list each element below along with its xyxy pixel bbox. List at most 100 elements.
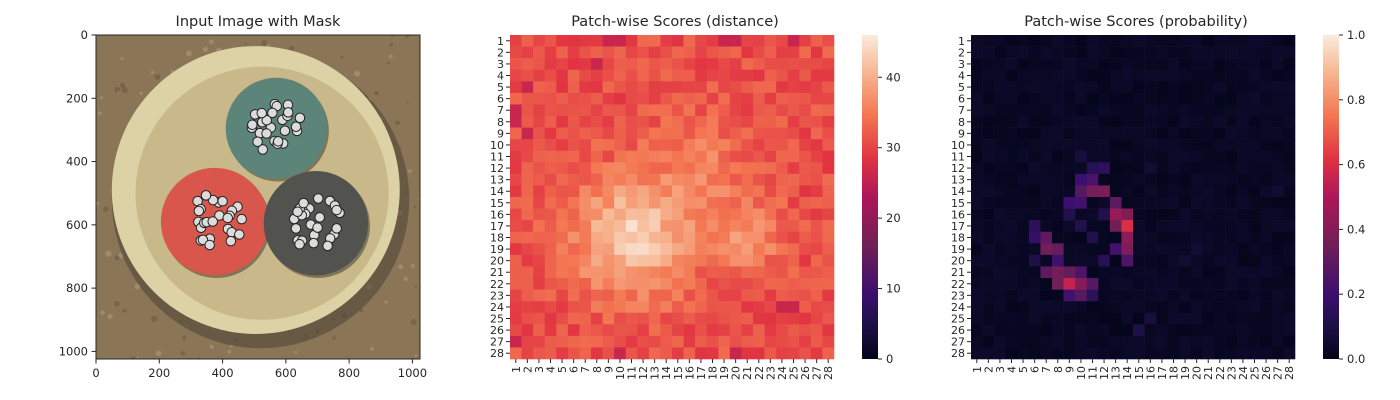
heatmap-cell bbox=[510, 243, 522, 256]
heatmap-cell bbox=[556, 208, 569, 221]
heatmap-cell bbox=[1271, 104, 1284, 117]
heatmap-cell bbox=[1121, 254, 1134, 267]
heatmap-cell bbox=[971, 150, 983, 163]
heatmap-cell bbox=[1144, 254, 1157, 267]
heatmap-cell bbox=[579, 116, 592, 128]
heatmap-cell bbox=[625, 162, 638, 175]
y-tick-label: 16 bbox=[490, 208, 504, 221]
heatmap-cell bbox=[1086, 116, 1099, 128]
heatmap-cell bbox=[602, 185, 615, 198]
heatmap-cell bbox=[683, 116, 696, 128]
heatmap-cell bbox=[672, 173, 684, 186]
heatmap-cell bbox=[1179, 289, 1192, 302]
heatmap-cell bbox=[544, 254, 557, 267]
heatmap-cell bbox=[1237, 220, 1250, 233]
y-tick-label: 20 bbox=[490, 255, 504, 268]
heatmap-cell bbox=[822, 289, 835, 302]
heatmap-cell bbox=[822, 301, 835, 314]
y-tick-label: 26 bbox=[951, 324, 965, 337]
heatmap-cell bbox=[556, 127, 569, 140]
heatmap-cell bbox=[1167, 92, 1180, 105]
heatmap-cell bbox=[1283, 324, 1296, 337]
heatmap-cell bbox=[695, 347, 708, 360]
heatmap-cell bbox=[1202, 347, 1215, 360]
heatmap-cell bbox=[1063, 81, 1076, 94]
heatmap-cell bbox=[1225, 185, 1238, 198]
background-speckle bbox=[403, 276, 408, 282]
x-tick-label: 11 bbox=[1087, 366, 1100, 380]
heatmap-cell bbox=[672, 208, 684, 221]
heatmap-cell bbox=[533, 289, 546, 302]
heatmap-cell bbox=[729, 173, 742, 186]
heatmap-cell bbox=[1063, 139, 1076, 152]
y-tick-label: 11 bbox=[490, 151, 504, 164]
heatmap-cell bbox=[1283, 266, 1296, 279]
heatmap-cell bbox=[1214, 92, 1226, 105]
heatmap-cell bbox=[1017, 197, 1030, 209]
heatmap-cell bbox=[799, 35, 812, 47]
heatmap-cell bbox=[1237, 254, 1250, 267]
heatmap-cell bbox=[1063, 347, 1076, 360]
heatmap-cell bbox=[1237, 289, 1250, 302]
heatmap-cell bbox=[591, 197, 603, 209]
conductor-strand bbox=[256, 107, 267, 119]
heatmap-cell bbox=[718, 266, 731, 279]
heatmap-cell bbox=[521, 231, 534, 244]
x-tick-label: 20 bbox=[1191, 366, 1204, 380]
heatmap-cell bbox=[718, 243, 731, 256]
heatmap-cell bbox=[648, 231, 661, 244]
heatmap-cell bbox=[637, 312, 650, 325]
heatmap-cell bbox=[1214, 301, 1226, 314]
conductor-strand bbox=[257, 144, 269, 155]
heatmap-cell bbox=[1237, 185, 1250, 198]
heatmap-cell bbox=[1167, 231, 1180, 244]
heatmap-cell bbox=[695, 312, 708, 325]
heatmap-cell bbox=[1040, 243, 1053, 256]
heatmap-cell bbox=[1086, 208, 1099, 221]
heatmap-cell bbox=[718, 139, 731, 152]
heatmap-cell bbox=[1179, 254, 1192, 267]
conductor-strand bbox=[193, 205, 205, 217]
heatmap-cell bbox=[695, 289, 708, 302]
y-tick-label: 9 bbox=[958, 127, 965, 140]
x-tick-label: 7 bbox=[579, 366, 592, 373]
heatmap-cell bbox=[729, 58, 742, 71]
heatmap-cell bbox=[764, 197, 777, 209]
heatmap-cell bbox=[982, 208, 995, 221]
heatmap-cell bbox=[510, 127, 522, 140]
heatmap-cell bbox=[567, 231, 580, 244]
heatmap-cell bbox=[1121, 58, 1134, 71]
heatmap-cell bbox=[521, 347, 534, 360]
heatmap-cell bbox=[718, 104, 731, 117]
heatmap-cell bbox=[648, 139, 661, 152]
heatmap-cell bbox=[1179, 116, 1192, 128]
heatmap-cell bbox=[602, 301, 615, 314]
heatmap-cell bbox=[1109, 301, 1122, 314]
heatmap-cell bbox=[822, 324, 835, 337]
heatmap-cell bbox=[1202, 35, 1215, 47]
heatmap-cell bbox=[799, 266, 812, 279]
heatmap-cell bbox=[994, 58, 1007, 71]
heatmap-cell bbox=[579, 104, 592, 117]
heatmap-cell bbox=[1260, 266, 1273, 279]
heatmap-cell bbox=[1237, 92, 1250, 105]
heatmap-cell bbox=[1156, 266, 1169, 279]
heatmap-cell bbox=[591, 266, 603, 279]
heatmap-cell bbox=[1133, 35, 1145, 47]
heatmap-cell bbox=[1063, 266, 1076, 279]
heatmap-cell bbox=[591, 243, 603, 256]
heatmap-cell bbox=[1028, 324, 1041, 337]
heatmap-cell bbox=[1190, 116, 1203, 128]
heatmap-cell bbox=[579, 150, 592, 163]
heatmap-cell bbox=[1075, 266, 1088, 279]
heatmap-cell bbox=[1283, 197, 1296, 209]
heatmap-cell bbox=[1156, 324, 1169, 337]
heatmap-cell bbox=[994, 208, 1007, 221]
heatmap-cell bbox=[1271, 35, 1284, 47]
heatmap-cell bbox=[1109, 69, 1122, 82]
heatmap-cell bbox=[1109, 335, 1122, 348]
heatmap-cell bbox=[556, 220, 569, 233]
heatmap-cell bbox=[1075, 197, 1088, 209]
background-speckle bbox=[294, 350, 298, 354]
heatmap-cell bbox=[1156, 254, 1169, 267]
